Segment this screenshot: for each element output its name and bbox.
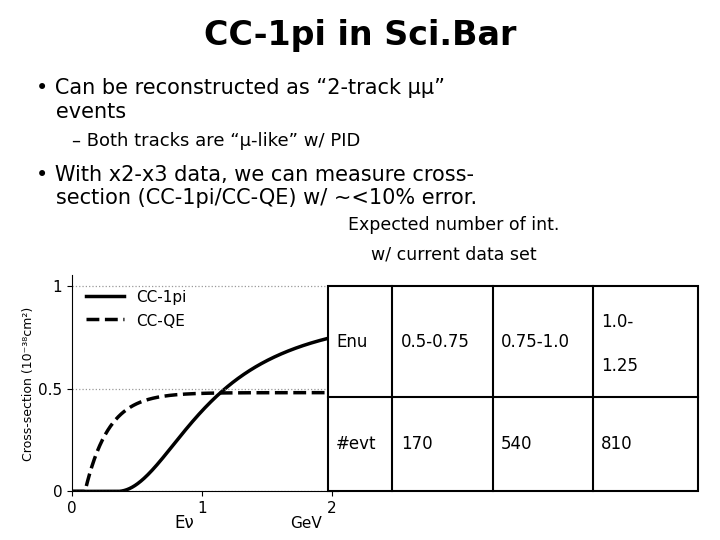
Text: CC-1pi in Sci.Bar: CC-1pi in Sci.Bar	[204, 19, 516, 52]
Text: 1.25: 1.25	[601, 357, 639, 375]
Text: GeV: GeV	[291, 516, 323, 531]
Text: w/ current data set: w/ current data set	[371, 246, 536, 264]
Text: 540: 540	[501, 435, 533, 453]
CC-1pi	[196, 410, 204, 416]
CC-1pi	[328, 334, 336, 341]
Text: 0.75-1.0: 0.75-1.0	[501, 333, 570, 350]
Text: Enu: Enu	[336, 333, 368, 350]
CC-QE	[194, 390, 203, 397]
CC-QE	[196, 390, 204, 397]
Text: 170: 170	[401, 435, 433, 453]
Text: 1.0-: 1.0-	[601, 313, 634, 330]
CC-QE	[68, 488, 76, 495]
CC-QE	[212, 390, 220, 396]
CC-QE	[334, 389, 343, 396]
CC-1pi	[286, 347, 294, 353]
Line: CC-1pi: CC-1pi	[72, 336, 338, 491]
CC-1pi	[194, 411, 203, 418]
Y-axis label: Cross-section (10⁻³⁸cm²): Cross-section (10⁻³⁸cm²)	[22, 306, 35, 461]
Text: Eν: Eν	[174, 514, 194, 532]
CC-1pi	[334, 333, 343, 339]
Line: CC-QE: CC-QE	[72, 393, 338, 491]
Text: 810: 810	[601, 435, 633, 453]
Text: Expected number of int.: Expected number of int.	[348, 216, 559, 234]
Text: • With x2-x3 data, we can measure cross-
   section (CC-1pi/CC-QE) w/ ~<10% erro: • With x2-x3 data, we can measure cross-…	[36, 165, 477, 208]
CC-QE	[226, 390, 235, 396]
Text: 0.5-0.75: 0.5-0.75	[401, 333, 470, 350]
Text: • Can be reconstructed as “2-track μμ”
   events: • Can be reconstructed as “2-track μμ” e…	[36, 78, 445, 122]
CC-1pi	[226, 381, 235, 387]
CC-QE	[328, 389, 336, 396]
Text: #evt: #evt	[336, 435, 377, 453]
Text: – Both tracks are “μ-like” w/ PID: – Both tracks are “μ-like” w/ PID	[72, 132, 361, 150]
CC-1pi	[212, 394, 220, 400]
CC-QE	[286, 389, 294, 396]
Legend: CC-1pi, CC-QE: CC-1pi, CC-QE	[80, 283, 193, 335]
CC-1pi	[68, 488, 76, 495]
